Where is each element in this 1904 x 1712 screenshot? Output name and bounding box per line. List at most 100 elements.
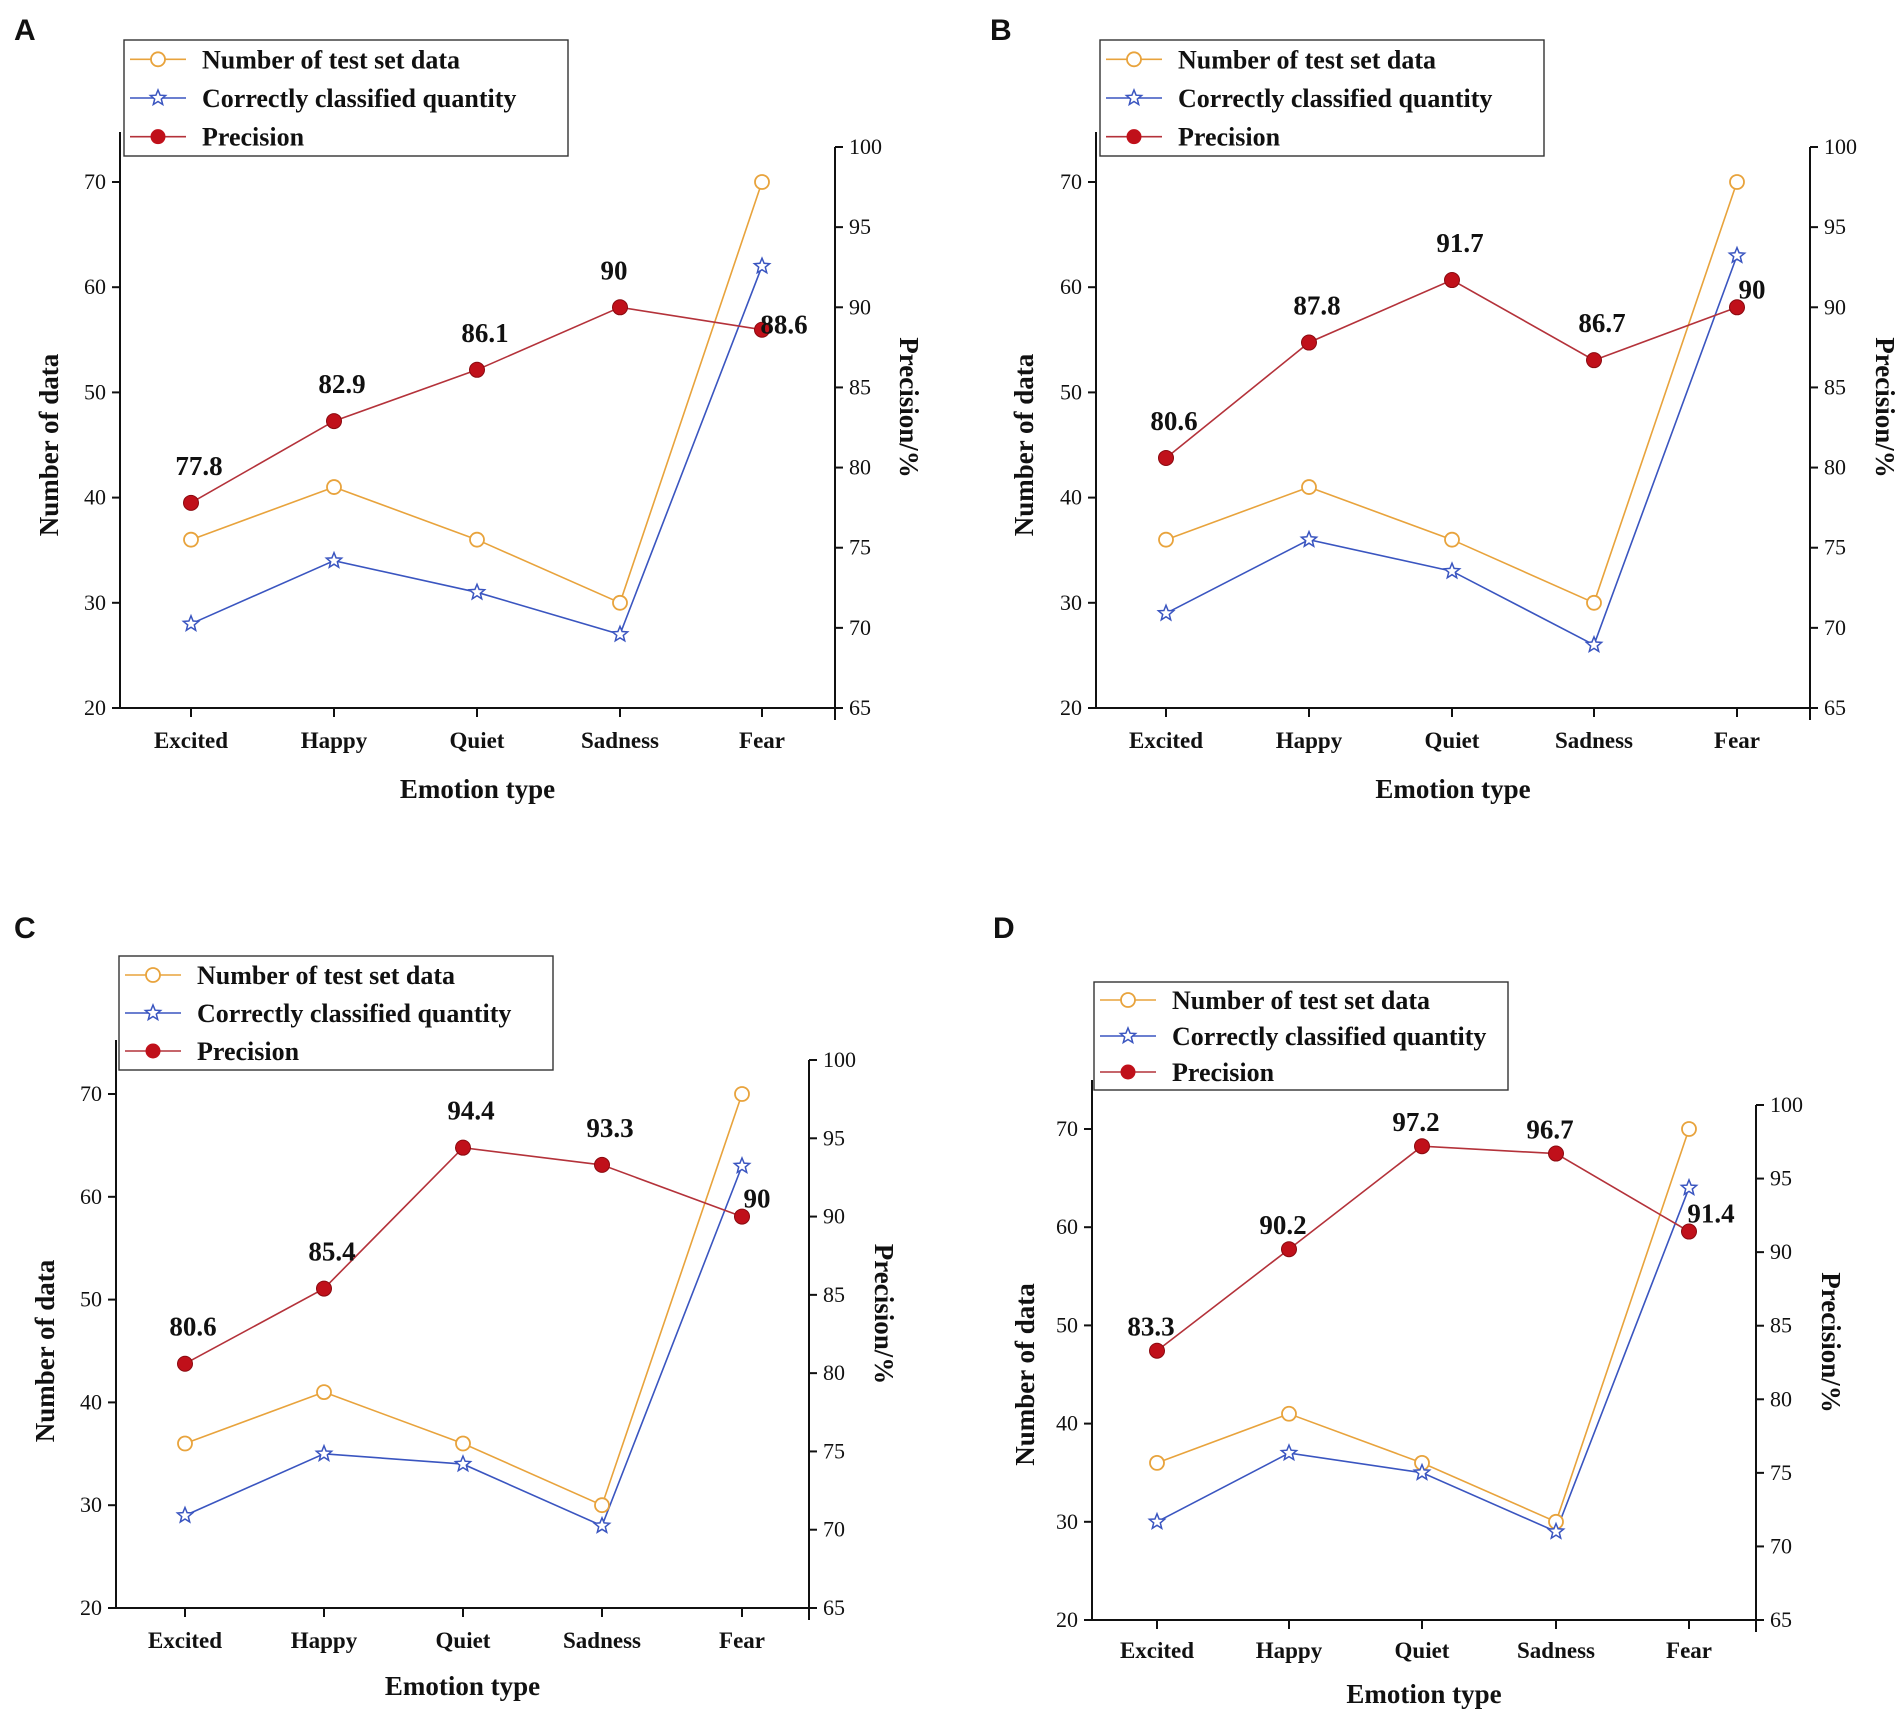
precision-data-label: 96.7 xyxy=(1526,1115,1573,1145)
precision-point xyxy=(1586,352,1602,369)
precision-point xyxy=(316,1280,332,1297)
test-set-point xyxy=(1681,1121,1697,1137)
panel-b: B 20 30 40 50 60 70 65 70 75 80 85 90 95 100 Excited Hap… xyxy=(990,14,1900,804)
legend-circle-icon xyxy=(1120,992,1136,1008)
y2-tick-label: 85 xyxy=(1770,1313,1792,1338)
y2-tick-label: 80 xyxy=(823,1360,845,1385)
x-tick-label: Quiet xyxy=(450,728,505,753)
y2-axis-title: Precision/% xyxy=(1816,1272,1846,1412)
legend-box xyxy=(1099,39,1545,157)
legend-label: Number of test set data xyxy=(1172,986,1430,1015)
x-tick-label: Quiet xyxy=(436,1628,491,1653)
y-tick-label: 40 xyxy=(1060,485,1082,510)
precision-data-label: 86.7 xyxy=(1578,308,1625,338)
x-tick-label: Quiet xyxy=(1425,728,1480,753)
precision-data-label: 90.2 xyxy=(1259,1210,1306,1240)
correct-point xyxy=(610,624,630,643)
y-tick-label: 70 xyxy=(1060,169,1082,194)
legend: Number of test set data Correctly classif… xyxy=(118,955,554,1071)
precision-point xyxy=(734,1208,750,1225)
y2-tick-label: 65 xyxy=(1770,1607,1792,1632)
y2-axis-title: Precision/% xyxy=(869,1244,899,1384)
legend-label: Number of test set data xyxy=(1178,45,1436,74)
series-line-correct xyxy=(184,1165,743,1527)
y2-tick-label: 85 xyxy=(1824,374,1846,399)
correct-point xyxy=(181,613,201,632)
y2-tick-label: 75 xyxy=(849,535,871,560)
y2-tick-label: 70 xyxy=(823,1517,845,1542)
y2-tick-label: 65 xyxy=(849,695,871,720)
y2-tick-label: 85 xyxy=(849,374,871,399)
y2-tick-label: 75 xyxy=(823,1438,845,1463)
y-tick-label: 20 xyxy=(84,695,106,720)
y2-tick-label: 80 xyxy=(1770,1386,1792,1411)
y-tick-label: 30 xyxy=(1060,590,1082,615)
y-tick-label: 60 xyxy=(80,1184,102,1209)
panel-d: D 20 30 40 50 60 70 65 70 75 80 85 90 95 100 Excited Hap… xyxy=(993,912,1846,1709)
test-set-point xyxy=(1158,531,1174,548)
test-set-point xyxy=(455,1435,471,1452)
test-set-point xyxy=(177,1435,193,1452)
y2-tick-label: 100 xyxy=(849,134,882,159)
x-axis-title: Emotion type xyxy=(1375,774,1530,804)
y2-tick-label: 100 xyxy=(1770,1092,1803,1117)
legend-dot-icon xyxy=(1126,129,1142,145)
y2-tick-label: 95 xyxy=(823,1125,845,1150)
y-tick-label: 60 xyxy=(84,274,106,299)
y-axis-title: Number of data xyxy=(1009,353,1039,536)
legend-label: Correctly classified quantity xyxy=(1178,84,1492,113)
x-tick-label: Excited xyxy=(148,1628,222,1653)
y2-tick-label: 95 xyxy=(1770,1166,1792,1191)
x-tick-label: Fear xyxy=(739,728,785,753)
correct-point xyxy=(752,256,772,275)
y2-tick-label: 65 xyxy=(1824,695,1846,720)
legend-dot-icon xyxy=(150,129,166,145)
y-tick-label: 40 xyxy=(1056,1411,1078,1436)
test-set-point xyxy=(734,1086,750,1102)
y-tick-label: 30 xyxy=(80,1492,102,1517)
legend-box xyxy=(123,39,569,157)
precision-data-label: 80.6 xyxy=(1150,406,1197,436)
precision-data-label: 90 xyxy=(744,1184,771,1214)
precision-data-label: 97.2 xyxy=(1392,1107,1439,1137)
precision-data-label: 91.4 xyxy=(1687,1199,1734,1229)
precision-data-label: 90 xyxy=(601,255,628,285)
precision-data-label: 93.3 xyxy=(586,1113,633,1143)
precision-point xyxy=(1681,1223,1697,1240)
y-tick-label: 60 xyxy=(1056,1214,1078,1239)
y2-tick-label: 75 xyxy=(1824,535,1846,560)
precision-point xyxy=(469,361,485,378)
y-tick-label: 40 xyxy=(80,1389,102,1414)
precision-point xyxy=(1414,1138,1430,1155)
precision-point xyxy=(1149,1342,1165,1359)
legend-label: Correctly classified quantity xyxy=(197,999,511,1028)
test-set-point xyxy=(326,479,342,495)
precision-data-label: 91.7 xyxy=(1436,228,1483,258)
y2-tick-label: 70 xyxy=(1824,615,1846,640)
correct-point xyxy=(1546,1521,1566,1540)
y2-tick-label: 70 xyxy=(1770,1533,1792,1558)
correct-point xyxy=(732,1156,752,1175)
legend-label: Precision xyxy=(202,123,305,152)
x-tick-label: Excited xyxy=(1120,1638,1194,1663)
y2-axis-title: Precision/% xyxy=(1870,337,1900,477)
correct-point xyxy=(1412,1462,1432,1481)
y-tick-label: 50 xyxy=(1056,1312,1078,1337)
legend-label: Correctly classified quantity xyxy=(1172,1022,1486,1051)
series-line-correct xyxy=(1156,1187,1690,1533)
legend: Number of test set data Correctly classif… xyxy=(1093,981,1509,1091)
x-tick-label: Sadness xyxy=(1517,1638,1595,1663)
legend-label: Precision xyxy=(1172,1058,1275,1087)
x-tick-label: Fear xyxy=(719,1628,765,1653)
series-line-precision xyxy=(1165,279,1738,459)
test-set-point xyxy=(754,174,770,190)
panel-letter: B xyxy=(990,14,1012,47)
y-tick-label: 50 xyxy=(80,1287,102,1312)
test-set-point xyxy=(316,1384,332,1401)
correct-point xyxy=(1442,561,1462,580)
x-axis-title: Emotion type xyxy=(400,774,555,804)
y-tick-label: 70 xyxy=(80,1081,102,1106)
test-set-point xyxy=(1444,531,1460,548)
x-tick-label: Happy xyxy=(291,1628,358,1653)
y2-tick-label: 100 xyxy=(1824,134,1857,159)
